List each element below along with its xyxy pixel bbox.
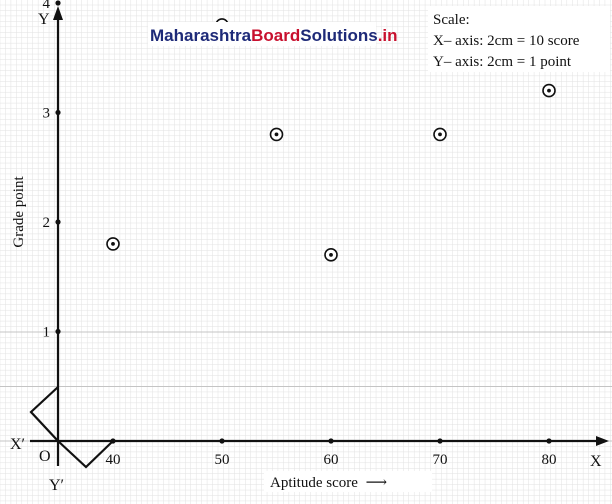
- origin-letter: O: [39, 448, 51, 465]
- x-axis-title-group: Aptitude score ⟶: [264, 471, 432, 492]
- x-axis-title: Aptitude score ⟶: [270, 475, 387, 491]
- y-tick-label: 1: [43, 325, 51, 341]
- y-tick-dot: [55, 219, 61, 225]
- y-axis-letter: Y: [38, 11, 50, 28]
- scatter-point-dot: [329, 252, 333, 257]
- y-tick-label: 2: [43, 215, 51, 231]
- x-axis-title-arrow: ⟶: [366, 475, 388, 491]
- scatter-point: [269, 127, 284, 142]
- x-axis-letter: X: [590, 453, 602, 470]
- scatter-point-dot: [274, 132, 279, 137]
- scatter-point: [324, 248, 338, 262]
- x-neg-axis-letter: X′: [10, 436, 25, 453]
- y-axis-break-kink: [29, 386, 59, 442]
- x-tick-dot: [219, 438, 225, 444]
- y-tick-label: 3: [43, 106, 51, 122]
- scatter-point-dot: [438, 132, 442, 137]
- watermark-part-1: Maharashtra: [150, 26, 252, 45]
- x-tick-dot: [546, 438, 552, 444]
- y-axis-arrowhead: [53, 6, 63, 20]
- y-tick-label: 4: [43, 0, 51, 12]
- x-tick-dot: [437, 438, 443, 444]
- y-tick-dot: [55, 109, 61, 116]
- x-tick-label: 70: [433, 452, 448, 468]
- scale-box: Scale: X– axis: 2cm = 10 score Y– axis: …: [428, 6, 610, 72]
- watermark-part-4: .in: [378, 26, 398, 45]
- y-axis-title: Grade point: [11, 176, 27, 248]
- watermark-text: MaharashtraBoardSolutions.in: [150, 26, 398, 45]
- watermark-part-3: Solutions: [300, 26, 377, 45]
- x-axis-break-kink: [57, 440, 114, 469]
- scatter-point-dot: [547, 88, 551, 93]
- x-axis-title-text: Aptitude score: [270, 475, 358, 491]
- watermark-background: [148, 22, 376, 46]
- x-tick-label: 80: [542, 452, 557, 468]
- x-axis-title-background: [264, 471, 432, 492]
- y-neg-axis-letter: Y′: [49, 477, 64, 494]
- x-tick-label: 60: [324, 452, 339, 468]
- y-tick-dot: [55, 0, 61, 6]
- scale-title: Scale:: [433, 12, 470, 28]
- y-tick-dot: [55, 328, 61, 335]
- scatter-point: [433, 127, 447, 142]
- scatter-point: [106, 237, 120, 251]
- x-tick-dot: [328, 438, 334, 444]
- watermark-logo: MaharashtraBoardSolutions.in: [148, 22, 398, 46]
- tick-labels: 40 50 60 70 80 1 2 3 4: [43, 0, 557, 468]
- scatter-point-dot: [111, 242, 115, 246]
- x-tick-dot: [110, 438, 116, 444]
- scale-x-line: X– axis: 2cm = 10 score: [433, 33, 580, 49]
- x-tick-label: 50: [215, 452, 230, 468]
- scale-y-line: Y– axis: 2cm = 1 point: [433, 54, 572, 70]
- x-tick-label: 40: [106, 452, 121, 468]
- x-axis-arrowhead: [596, 436, 609, 446]
- watermark-part-2: Board: [251, 26, 300, 45]
- scatter-point: [542, 83, 556, 98]
- scale-box-background: [428, 6, 610, 72]
